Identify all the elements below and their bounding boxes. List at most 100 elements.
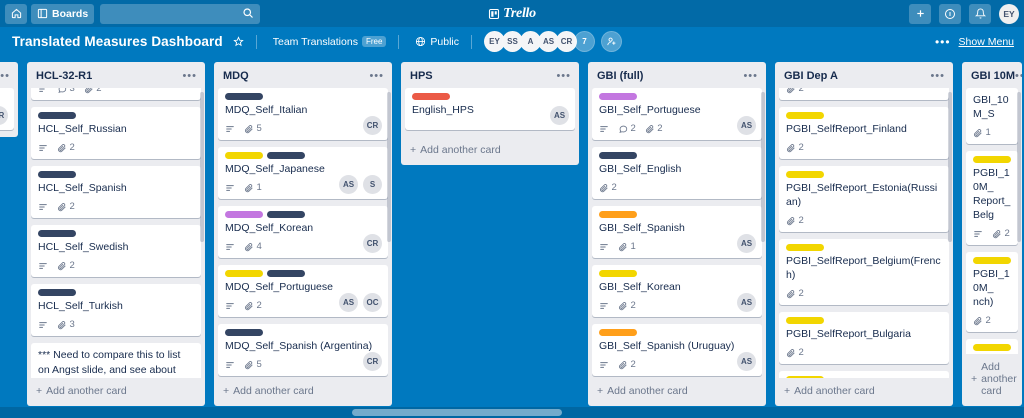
card[interactable]: MDQ_Self_Italian 5 CR <box>218 88 388 140</box>
list-menu-button[interactable]: ••• <box>0 70 10 82</box>
card[interactable]: PGBI_SelfReport_Finland 2 <box>779 107 949 159</box>
list-menu-button[interactable]: ••• <box>930 70 945 82</box>
list-scrollbar[interactable] <box>1017 92 1021 242</box>
card[interactable]: *** Need to compare this to list on Angs… <box>31 343 201 378</box>
card[interactable]: HCL_Self_Russian 2 <box>31 107 201 159</box>
card-label[interactable] <box>225 93 263 100</box>
card-label[interactable] <box>267 211 305 218</box>
card-member-avatar[interactable]: AS <box>339 175 358 194</box>
card[interactable]: GBI_Self_Spanish 1 AS <box>592 206 762 258</box>
add-card-button[interactable]: + Add another card <box>27 378 205 406</box>
card-label[interactable] <box>38 112 76 119</box>
card-member-avatar[interactable]: AS <box>737 352 756 371</box>
card[interactable]: HCL_Self_Turkish 3 <box>31 284 201 336</box>
info-button[interactable] <box>939 3 961 24</box>
card[interactable]: PGBI_SelfReport_Belgium(French) 2 <box>779 239 949 305</box>
card[interactable]: MDQ_Self_Korean 4 CR <box>218 206 388 258</box>
card-member-avatar[interactable]: CR <box>363 352 382 371</box>
board-scrollbar-thumb[interactable] <box>352 409 562 416</box>
notifications-button[interactable] <box>969 3 991 24</box>
card-label[interactable] <box>225 329 263 336</box>
list-title[interactable]: MDQ <box>223 70 249 82</box>
card-member-avatar[interactable]: AS <box>550 106 569 125</box>
card[interactable]: MDQ_Self_Spanish (Argentina) 5 CR <box>218 324 388 376</box>
add-card-button[interactable]: + Add another card <box>962 354 1022 406</box>
card[interactable]: HCL_Self_Spanish 2 <box>31 166 201 218</box>
card[interactable]: GBI_Self_Spanish (Uruguay) 2 AS <box>592 324 762 376</box>
card-member-avatar[interactable]: AS <box>737 116 756 135</box>
card[interactable]: PGBI_10M_2 <box>966 339 1018 354</box>
add-button[interactable] <box>909 3 931 24</box>
list-title[interactable]: HCL-32-R1 <box>36 70 93 82</box>
list-title[interactable]: GBI (full) <box>597 70 644 82</box>
show-menu-button[interactable]: Show Menu <box>958 35 1014 48</box>
card-label[interactable] <box>225 152 263 159</box>
card-label[interactable] <box>599 211 637 218</box>
card[interactable]: MDQ_Self_Portuguese 2 AS OC <box>218 265 388 317</box>
card-label[interactable] <box>786 244 824 251</box>
board-list[interactable]: MDQ ••• MDQ_Self_Italian 5 CR MDQ_Self_Japane… <box>214 62 392 406</box>
list-scrollbar[interactable] <box>200 92 204 242</box>
card[interactable]: 2 <box>779 88 949 100</box>
card[interactable]: PGBI_10M_ nch) 2 <box>966 252 1018 332</box>
card[interactable]: PGBI_SelfReport_Estonia(Russian) 2 <box>779 166 949 232</box>
card-label[interactable] <box>599 329 637 336</box>
card-label[interactable] <box>225 211 263 218</box>
visibility-button[interactable]: Public <box>409 34 465 50</box>
search-input[interactable] <box>100 3 261 24</box>
card[interactable]: GBI_Self_Korean 2 AS <box>592 265 762 317</box>
list-menu-button[interactable]: ••• <box>369 70 384 82</box>
boards-button[interactable]: Boards <box>31 3 95 24</box>
board-list[interactable]: HCL-32-R1 ••• 3 2 HCL_Self_Russian 2 HCL_Self_… <box>27 62 205 406</box>
card-label[interactable] <box>599 152 637 159</box>
card[interactable]: PGBI_10M_ Report_Belg 2 <box>966 151 1018 245</box>
card[interactable]: PGBI_SelfReport_Bulgaria 2 <box>779 312 949 364</box>
add-card-button[interactable]: + Add another card <box>588 378 766 406</box>
list-menu-button[interactable]: ••• <box>182 70 197 82</box>
list-menu-button[interactable]: ••• <box>743 70 758 82</box>
home-button[interactable] <box>5 3 27 24</box>
list-scrollbar[interactable] <box>761 92 765 242</box>
add-member-button[interactable] <box>601 31 623 52</box>
card-member-avatar[interactable]: AS <box>737 234 756 253</box>
card[interactable]: CR <box>0 88 14 130</box>
board-title[interactable]: Translated Measures Dashboard <box>12 34 223 49</box>
add-card-button[interactable]: + Add another card <box>214 378 392 406</box>
card-label[interactable] <box>786 317 824 324</box>
card[interactable]: PGBI_SelfReport_Canada2 <box>779 371 949 378</box>
card-label[interactable] <box>38 171 76 178</box>
list-title[interactable]: HPS <box>410 70 433 82</box>
card-member-avatar[interactable]: OC <box>363 293 382 312</box>
card-label[interactable] <box>973 257 1011 264</box>
add-card-button[interactable]: + Add another card <box>401 137 579 165</box>
card-member-avatar[interactable]: AS <box>339 293 358 312</box>
list-title[interactable]: GBI Dep A <box>784 70 838 82</box>
card-label[interactable] <box>267 270 305 277</box>
card-label[interactable] <box>973 156 1011 163</box>
card-label[interactable] <box>786 112 824 119</box>
card-label[interactable] <box>267 152 305 159</box>
card-label[interactable] <box>38 230 76 237</box>
board-list[interactable]: ••• CR <box>0 62 18 137</box>
board-horizontal-scrollbar[interactable] <box>0 407 1024 418</box>
board-list[interactable]: GBI Dep A ••• 2 PGBI_SelfReport_Finland 2 PGB… <box>775 62 953 406</box>
profile-avatar[interactable]: EY <box>999 3 1019 24</box>
card[interactable]: HCL_Self_Swedish 2 <box>31 225 201 277</box>
card-label[interactable] <box>599 93 637 100</box>
card-label[interactable] <box>786 171 824 178</box>
card-label[interactable] <box>786 376 824 378</box>
card-label[interactable] <box>973 344 1011 351</box>
board-list[interactable]: GBI (full) ••• GBI_Self_Portuguese 2 2 AS GBI_… <box>588 62 766 406</box>
board-list[interactable]: GBI 10M••• GBI_10M_S 1 PGBI_10M_ Report_Bel… <box>962 62 1022 406</box>
card-member-avatar[interactable]: CR <box>0 106 8 125</box>
card-label[interactable] <box>225 270 263 277</box>
board-list[interactable]: HPS ••• English_HPS AS + Add another card <box>401 62 579 165</box>
search-box[interactable] <box>100 3 261 24</box>
card[interactable]: GBI_10M_S 1 <box>966 88 1018 144</box>
card-label[interactable] <box>599 270 637 277</box>
board-more-button[interactable]: ••• <box>934 34 951 49</box>
card[interactable]: English_HPS AS <box>405 88 575 130</box>
card-member-avatar[interactable]: AS <box>737 293 756 312</box>
